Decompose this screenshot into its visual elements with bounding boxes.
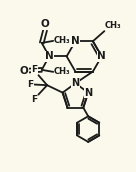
Text: O: O: [19, 66, 28, 76]
Text: CH₃: CH₃: [105, 22, 122, 30]
Text: N: N: [84, 88, 92, 98]
Text: N: N: [71, 78, 79, 88]
Text: F: F: [32, 65, 38, 74]
Text: N: N: [45, 51, 54, 61]
Text: N: N: [97, 51, 106, 61]
Text: N: N: [71, 36, 80, 46]
Text: F: F: [32, 95, 38, 104]
Text: CH₃: CH₃: [54, 67, 70, 76]
Text: O: O: [41, 19, 50, 29]
Text: F: F: [27, 80, 34, 89]
Text: CH₃: CH₃: [54, 36, 70, 45]
